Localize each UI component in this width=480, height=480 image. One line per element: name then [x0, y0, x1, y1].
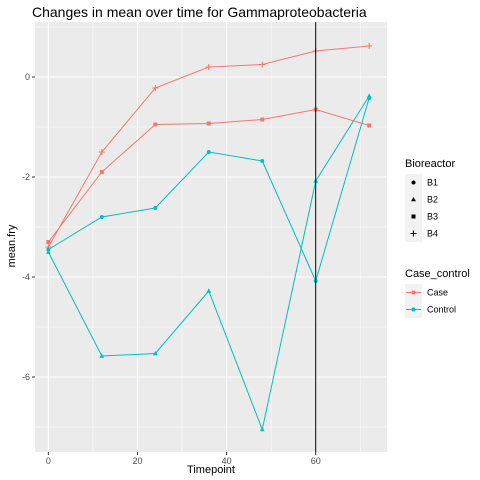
legend-bioreactor: Bioreactor B1 B2 B3 B4: [405, 158, 455, 242]
data-point-triangle: [152, 350, 158, 356]
data-point-circle: [411, 180, 416, 185]
chart-title: Changes in mean over time for Gammaprote…: [32, 4, 367, 20]
x-axis-ticks: 0 20 40 60: [46, 452, 321, 466]
data-point-triangle: [366, 93, 372, 98]
legend-label: B2: [427, 195, 438, 205]
data-point-plus: [152, 85, 159, 91]
data-point-square: [46, 240, 51, 244]
legend-point: [411, 290, 416, 295]
y-axis-title: mean.fry: [6, 224, 18, 267]
legend-label: B3: [427, 212, 438, 222]
y-tick-label: 0: [25, 72, 30, 82]
data-point-plus: [410, 230, 417, 237]
data-point-square: [367, 123, 372, 128]
data-point-triangle: [99, 353, 105, 358]
x-tick-label: 60: [311, 456, 321, 466]
x-tick-label: 40: [222, 456, 232, 466]
data-point-square: [260, 117, 265, 122]
y-tick-label: -4: [22, 272, 30, 282]
data-point-plus: [259, 61, 266, 68]
data-point-square: [411, 214, 416, 219]
data-point-plus: [205, 64, 212, 70]
data-point-plus: [366, 43, 373, 49]
legend-label: B1: [427, 178, 438, 188]
legend-point: [411, 307, 416, 312]
x-axis-title: Timepoint: [187, 464, 235, 476]
data-point-triangle: [259, 426, 265, 432]
plot-panel: [35, 22, 387, 452]
y-tick-label: -2: [22, 172, 30, 182]
data-point-circle: [99, 215, 104, 219]
x-tick-label: 20: [132, 456, 142, 466]
data-point-plus: [98, 149, 105, 155]
y-axis-ticks: -6 -4 -2 0: [22, 72, 35, 382]
legends: Bioreactor B1 B2 B3 B4 Case_control Case Contro…: [405, 158, 470, 318]
data-point-square: [206, 121, 211, 126]
legend-title: Bioreactor: [405, 158, 455, 170]
data-point-square: [153, 122, 158, 127]
legend-label: Case: [427, 288, 448, 298]
data-point-triangle: [45, 249, 51, 254]
legend-label: Control: [427, 305, 456, 315]
legend-label: B4: [427, 229, 438, 239]
data-point-square: [99, 170, 104, 174]
x-tick-label: 0: [46, 456, 51, 466]
legend-case-control: Case_control Case Control: [405, 268, 470, 318]
data-point-circle: [206, 150, 211, 154]
data-point-circle: [260, 159, 265, 163]
data-point-circle: [153, 206, 158, 210]
data-point-triangle: [411, 196, 416, 202]
data-point-triangle: [206, 288, 212, 293]
legend-title: Case_control: [405, 268, 470, 280]
minor-gridlines: [35, 22, 387, 452]
y-tick-label: -6: [22, 372, 30, 382]
